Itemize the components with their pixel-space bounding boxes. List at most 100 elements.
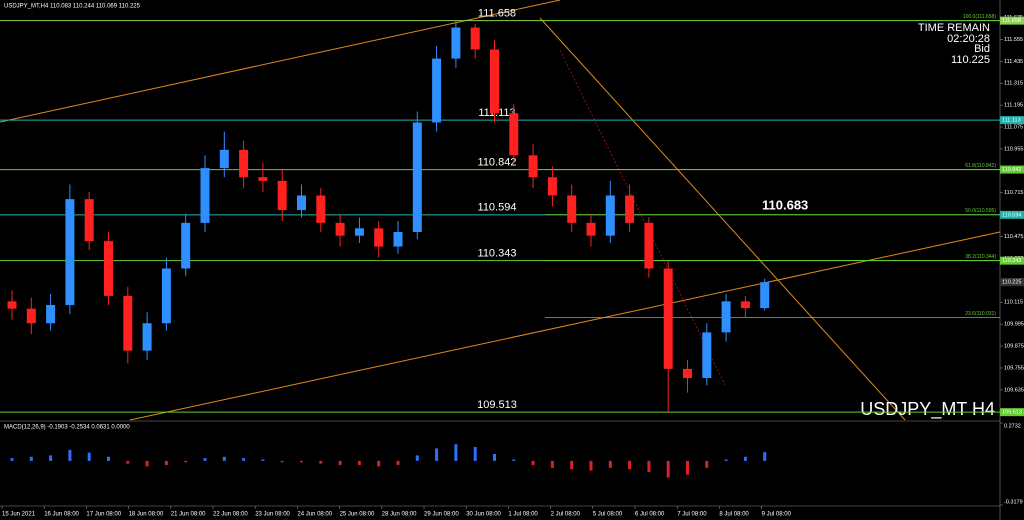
fib-label: 61.8(110.842): [965, 163, 996, 169]
candle-body: [451, 27, 461, 59]
candle-body: [625, 195, 635, 223]
macd-bar: [763, 452, 767, 461]
candle-body: [412, 122, 422, 232]
x-tick-label: 17 Jun 08:00: [86, 512, 121, 518]
macd-bar: [435, 448, 439, 461]
macd-bar: [145, 460, 149, 467]
candle-body: [432, 58, 442, 123]
level-axis-label: 110.842: [1002, 167, 1021, 173]
candle-body: [547, 177, 557, 196]
macd-bar: [338, 460, 342, 466]
level-label: 110.594: [478, 202, 517, 214]
candle-body: [605, 195, 615, 236]
candle-body: [528, 155, 538, 178]
x-tick-label: 21 Jun 08:00: [171, 512, 206, 518]
x-tick-label: 30 Jun 08:00: [466, 512, 501, 518]
trend-line: [539, 17, 906, 421]
candle-body: [258, 177, 268, 181]
macd-bar: [203, 458, 207, 461]
macd-bar: [473, 447, 477, 461]
candle-body: [644, 222, 654, 269]
candle-body: [123, 295, 133, 351]
candle-body: [142, 323, 152, 351]
macd-bar: [222, 456, 226, 461]
macd-bar: [164, 460, 168, 466]
level-axis-box: [1000, 210, 1024, 219]
macd-bar: [647, 460, 651, 472]
candle-body: [509, 113, 519, 156]
x-tick-label: 9 Jul 08:00: [762, 512, 792, 518]
time-remain-label: TIME REMAIN: [918, 22, 990, 34]
candle-body: [277, 180, 287, 211]
candle-body: [161, 268, 171, 324]
bid: 110.225: [951, 54, 990, 66]
macd-bar: [300, 460, 303, 463]
trend-line: [129, 231, 1001, 421]
macd-bar: [493, 453, 496, 461]
macd-bar: [242, 458, 246, 461]
level-axis-label: 111.113: [1002, 118, 1021, 124]
x-tick-label: 7 Jul 08:00: [677, 512, 707, 518]
macd-bar: [512, 459, 516, 461]
candle-body: [470, 27, 480, 50]
y-tick-label: 109.635: [1004, 387, 1024, 393]
macd-bar: [608, 460, 612, 468]
candle-body: [181, 222, 191, 269]
x-tick-label: 8 Jul 08:00: [719, 512, 749, 518]
candle-body: [316, 195, 326, 223]
candle-body: [239, 149, 249, 178]
level-axis-box: [1000, 116, 1024, 125]
macd-bar: [49, 455, 53, 461]
fib-label: 38.2(110.344): [965, 254, 996, 260]
y-tick-label: 0.2732: [1004, 423, 1021, 429]
candle-body: [46, 305, 56, 324]
candle-body: [702, 332, 712, 379]
level-axis-label: 111.658: [1002, 18, 1021, 24]
candle-body: [219, 149, 229, 169]
candle-body: [26, 308, 36, 324]
y-tick-label: 110.715: [1004, 190, 1023, 196]
y-tick-label: 111.315: [1004, 81, 1023, 87]
y-tick-label: 111.435: [1004, 59, 1023, 65]
x-tick-label: 2 Jul 08:00: [551, 512, 581, 518]
candle-body: [335, 222, 345, 236]
candle-body: [354, 228, 364, 236]
candle-body: [567, 195, 577, 223]
level-label: 110.842: [478, 156, 517, 168]
fib-label: 100.0(111.658): [963, 14, 997, 20]
x-tick-label: 28 Jun 08:00: [382, 512, 417, 518]
symbol-info: USDJPY_MT,H4 110.083 110.244 110.069 110…: [4, 4, 141, 10]
bid-axis-box: [1000, 278, 1024, 287]
candle-body: [297, 195, 306, 211]
x-tick-label: 16 Jun 08:00: [44, 512, 79, 518]
candle-body: [490, 49, 499, 114]
x-tick-label: 23 Jun 08:00: [255, 512, 290, 518]
y-tick-label: -0.3179: [1004, 499, 1023, 505]
x-tick-label: 6 Jul 08:00: [635, 512, 665, 518]
y-tick-label: 111.075: [1004, 124, 1023, 130]
macd-bar: [550, 460, 554, 468]
macd-bar: [357, 460, 361, 466]
y-tick-label: 110.475: [1004, 234, 1023, 240]
level-axis-label: 110.343: [1002, 258, 1021, 264]
macd-bar: [589, 460, 593, 471]
macd-bar: [68, 449, 72, 461]
y-tick-label: 111.555: [1004, 37, 1023, 43]
macd-bar: [628, 460, 632, 470]
x-tick-label: 1 Jul 08:00: [508, 512, 538, 518]
macd-bar: [29, 456, 33, 461]
level-axis-label: 109.513: [1002, 410, 1022, 416]
macd-bar: [377, 460, 381, 467]
level-axis-label: 110.594: [1002, 212, 1021, 218]
macd-bar: [724, 459, 728, 461]
x-tick-label: 22 Jun 08:00: [213, 512, 248, 518]
candle-body: [84, 199, 94, 242]
candle-body: [721, 301, 731, 333]
candle-body: [683, 368, 692, 379]
candle-body: [7, 301, 17, 309]
level-label: 110.343: [478, 248, 517, 260]
level-axis-box: [1000, 165, 1024, 174]
macd-bar: [126, 460, 130, 464]
level-label: 111.658: [478, 8, 516, 20]
y-tick-label: 111.195: [1004, 103, 1023, 109]
